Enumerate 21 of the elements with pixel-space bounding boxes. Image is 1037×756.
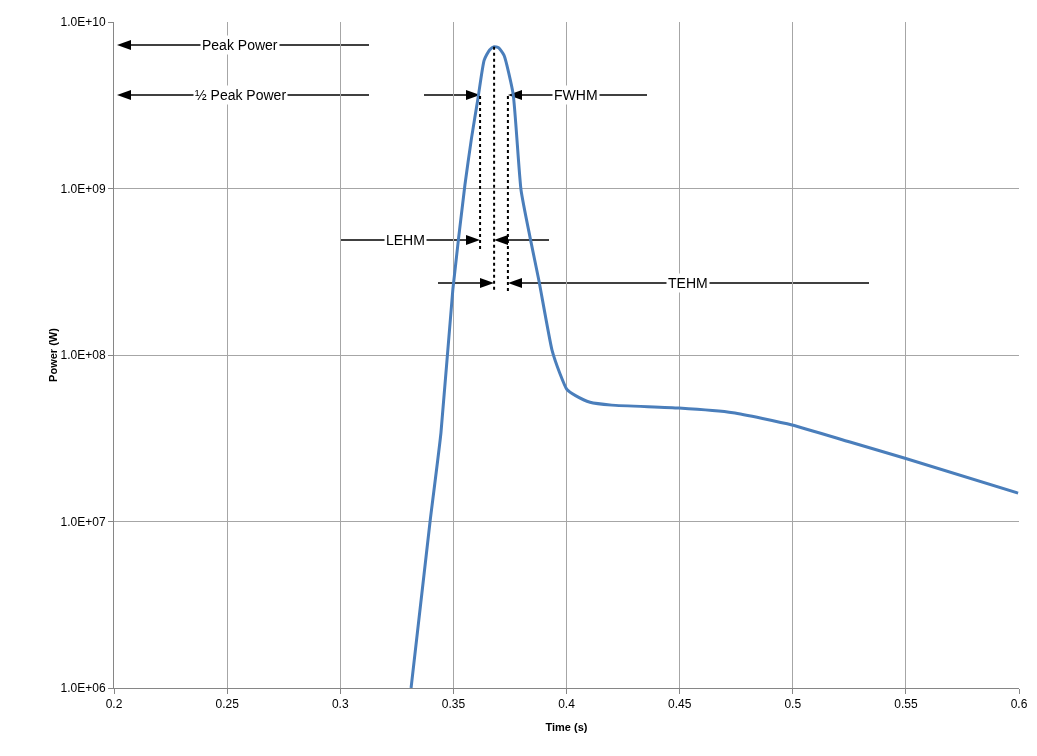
x-tick-label: 0.2	[105, 697, 123, 712]
y-tick-label: 1.0E+06	[60, 681, 106, 696]
x-tick-label: 0.25	[215, 697, 240, 712]
x-tick-label: 0.3	[331, 697, 349, 712]
x-tick-label: 0.6	[1010, 697, 1028, 712]
x-tick-label: 0.5	[784, 697, 802, 712]
annotation: Peak Power	[202, 37, 278, 53]
y-tick-label: 1.0E+07	[60, 514, 106, 529]
annotation: FWHM	[554, 87, 598, 103]
y-tick-label: 1.0E+08	[60, 348, 106, 363]
annotation: LEHM	[386, 232, 425, 248]
x-tick-label: 0.55	[894, 697, 918, 712]
x-tick-label: 0.45	[667, 697, 692, 712]
x-tick-label: 0.4	[558, 697, 576, 712]
y-tick-label: 1.0E+09	[60, 181, 106, 196]
x-axis-title: Time (s)	[545, 721, 588, 733]
annotation: ½ Peak Power	[195, 87, 287, 103]
y-axis-title: Power (W)	[46, 327, 59, 382]
annotation: TEHM	[668, 275, 708, 291]
x-tick-label: 0.35	[441, 697, 466, 712]
y-tick-label: 1.0E+10	[60, 15, 106, 30]
